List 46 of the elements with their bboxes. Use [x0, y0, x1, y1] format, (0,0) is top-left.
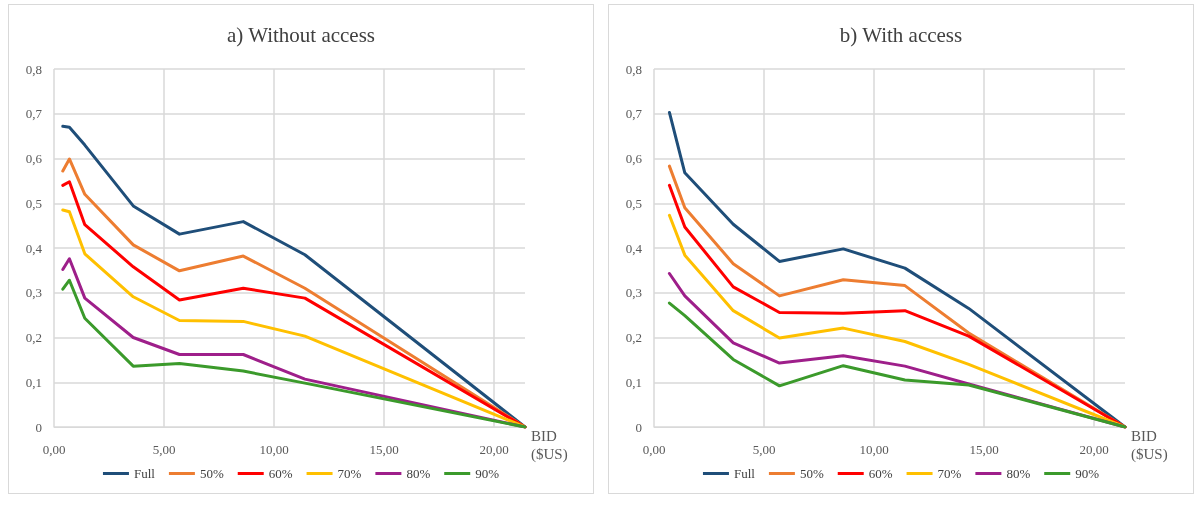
legend-label: 60% — [868, 466, 893, 481]
y-tick-label: 0,8 — [25, 61, 42, 77]
y-tick-label: 0,3 — [625, 285, 642, 301]
x-tick-label: 15,00 — [969, 442, 999, 457]
y-tick-label: 0,7 — [625, 106, 643, 122]
legend-label: 50% — [799, 466, 824, 481]
chart-title: b) With access — [839, 22, 963, 47]
x-axis-title: BID ($US) — [531, 428, 568, 463]
y-tick-label: 0,2 — [625, 330, 642, 345]
x-tick-label: 0,00 — [42, 442, 66, 457]
y-tick-label: 0,2 — [25, 330, 42, 345]
y-tick-label: 0,3 — [25, 285, 42, 301]
x-axis-title: BID ($US) — [1131, 428, 1168, 463]
y-tick-label: 0,1 — [625, 374, 642, 390]
y-tick-label: 0 — [35, 419, 42, 435]
legend-label: 60% — [268, 466, 293, 481]
y-tick-label: 0,5 — [25, 195, 42, 211]
x-tick-label: 5,00 — [752, 442, 776, 457]
line-series — [667, 301, 1127, 429]
y-tick-label: 0,6 — [625, 151, 643, 166]
y-tick-label: 0 — [635, 419, 642, 435]
legend-label: 50% — [199, 466, 224, 481]
y-tick-label: 0,5 — [625, 195, 642, 211]
x-tick-label: 10,00 — [859, 442, 889, 457]
legend-label: 90% — [475, 466, 500, 481]
y-tick-label: 0,4 — [625, 240, 643, 256]
y-tick-label: 0,4 — [25, 240, 43, 256]
chart-title: a) Without access — [226, 22, 376, 47]
legend-label: Full — [133, 466, 156, 481]
y-tick-label: 0,1 — [25, 374, 42, 390]
x-tick-label: 20,00 — [479, 442, 509, 457]
legend-label: 80% — [406, 466, 431, 481]
x-tick-label: 20,00 — [1079, 442, 1109, 457]
y-tick-label: 0,6 — [25, 151, 43, 166]
x-tick-label: 5,00 — [152, 442, 176, 457]
line-series — [667, 110, 1127, 429]
y-tick-label: 0,8 — [625, 61, 642, 77]
legend-label: 70% — [337, 466, 362, 481]
legend-label: 90% — [1075, 466, 1100, 481]
legend-label: Full — [733, 466, 756, 481]
x-tick-label: 0,00 — [642, 442, 666, 457]
legend-label: 70% — [937, 466, 962, 481]
legend-label: 80% — [1006, 466, 1031, 481]
x-tick-label: 10,00 — [259, 442, 289, 457]
y-tick-label: 0,7 — [25, 106, 43, 122]
x-tick-label: 15,00 — [369, 442, 399, 457]
